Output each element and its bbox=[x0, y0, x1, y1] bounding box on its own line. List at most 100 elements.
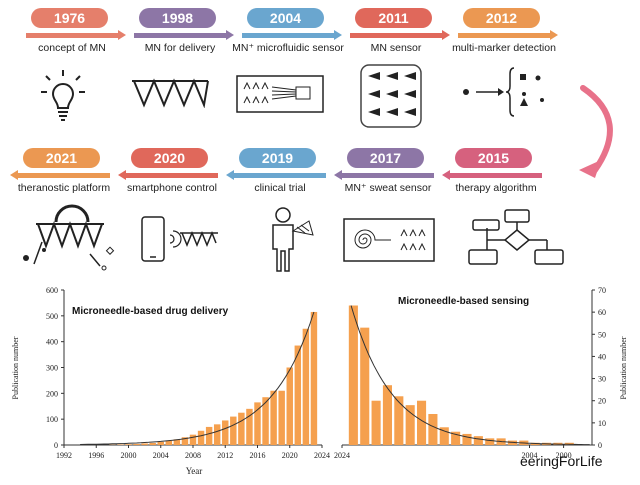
year-pill-2015: 2015 bbox=[455, 148, 532, 168]
milestone-label: multi-marker detection bbox=[452, 42, 556, 54]
curved-arrow-icon bbox=[579, 85, 613, 178]
y-tick-label: 70 bbox=[598, 286, 606, 295]
milestone-label: MN for delivery bbox=[144, 42, 216, 54]
y-tick-label: 500 bbox=[46, 312, 58, 321]
flowchart-icon bbox=[468, 209, 564, 265]
year-pill-2017: 2017 bbox=[347, 148, 424, 168]
timeline-bar bbox=[242, 33, 334, 38]
microneedle-array-icon bbox=[132, 78, 209, 108]
x-tick-label: 2000 bbox=[121, 451, 137, 460]
timeline-bar bbox=[342, 173, 434, 178]
x-tick-label: 2020 bbox=[282, 451, 298, 460]
x-tick-label: 2004 bbox=[522, 451, 538, 460]
theranostic-icon bbox=[23, 204, 115, 271]
bar bbox=[205, 426, 213, 445]
bar bbox=[473, 436, 483, 445]
y-tick-label: 60 bbox=[598, 308, 606, 317]
trend-curve bbox=[80, 311, 315, 445]
timeline-bar bbox=[126, 173, 218, 178]
x-tick-label: 2004 bbox=[153, 451, 169, 460]
bar bbox=[262, 397, 269, 445]
timeline-bar bbox=[450, 173, 542, 178]
bar bbox=[286, 367, 293, 445]
year-pill-2021: 2021 bbox=[23, 148, 100, 168]
y-tick-label: 20 bbox=[598, 397, 606, 406]
x-tick-label: 2012 bbox=[217, 451, 233, 460]
y-tick-label: 400 bbox=[46, 338, 58, 347]
microfluidic-chip-icon bbox=[236, 75, 324, 113]
timeline-bar bbox=[26, 33, 118, 38]
trend-curve bbox=[350, 305, 590, 446]
milestone-label: MN⁺ microfluidic sensor bbox=[232, 42, 344, 54]
bar bbox=[181, 437, 189, 445]
arrow-icon bbox=[550, 30, 558, 40]
y-tick-label: 50 bbox=[598, 330, 606, 339]
y-tick-label: 300 bbox=[46, 364, 58, 373]
bar bbox=[451, 431, 461, 445]
arrow-icon bbox=[226, 30, 234, 40]
bar bbox=[230, 416, 237, 445]
bar bbox=[117, 444, 124, 445]
watermark-text: eeringForLife bbox=[520, 453, 603, 469]
sweat-sensor-icon bbox=[343, 218, 435, 262]
timeline-bar bbox=[350, 33, 442, 38]
bar bbox=[310, 311, 318, 445]
bar bbox=[189, 434, 197, 445]
chart-title: Microneedle-based sensing bbox=[398, 296, 529, 307]
arrow-icon bbox=[226, 170, 234, 180]
bar bbox=[348, 305, 358, 445]
year-pill-1998: 1998 bbox=[139, 8, 216, 28]
milestone-label: clinical trial bbox=[254, 182, 306, 194]
bar bbox=[417, 400, 427, 445]
bar bbox=[197, 430, 205, 445]
y-tick-label: 200 bbox=[46, 389, 58, 398]
timeline-bar bbox=[458, 33, 550, 38]
milestone-label: theranostic platform bbox=[17, 182, 111, 194]
milestone-label: smartphone control bbox=[127, 182, 217, 194]
bar bbox=[428, 414, 438, 445]
multi-marker-icon bbox=[463, 67, 544, 117]
year-pill-2004: 2004 bbox=[247, 8, 324, 28]
bar bbox=[360, 327, 370, 445]
bar bbox=[173, 439, 181, 445]
year-pill-2011: 2011 bbox=[355, 8, 432, 28]
lightbulb-icon bbox=[41, 70, 85, 121]
bar bbox=[405, 405, 415, 445]
timeline-bar bbox=[134, 33, 226, 38]
year-pill-2019: 2019 bbox=[239, 148, 316, 168]
sensor-grid-icon bbox=[360, 64, 422, 128]
y-tick-label: 10 bbox=[598, 419, 606, 428]
bar bbox=[270, 390, 277, 445]
bar bbox=[157, 441, 164, 445]
year-pill-2012: 2012 bbox=[463, 8, 540, 28]
bar bbox=[294, 345, 302, 445]
x-tick-label: 1996 bbox=[88, 451, 104, 460]
bar bbox=[382, 385, 392, 445]
arrow-icon bbox=[442, 170, 450, 180]
bar bbox=[394, 396, 404, 445]
y-axis-label: Publication number bbox=[11, 336, 20, 399]
milestone-label: MN sensor bbox=[370, 42, 422, 54]
year-pill-2020: 2020 bbox=[131, 148, 208, 168]
x-tick-label: 1992 bbox=[56, 451, 72, 460]
person-patch-icon bbox=[272, 207, 314, 272]
timeline-bar bbox=[18, 173, 110, 178]
milestone-label: therapy algorithm bbox=[455, 182, 537, 194]
y-tick-label: 100 bbox=[46, 415, 58, 424]
milestone-label: concept of MN bbox=[38, 42, 106, 54]
arrow-icon bbox=[118, 170, 126, 180]
x-tick-label: 2024 bbox=[334, 451, 350, 460]
arrow-icon bbox=[10, 170, 18, 180]
bar bbox=[165, 440, 173, 445]
x-tick-label: 2008 bbox=[185, 451, 201, 460]
bar bbox=[302, 328, 310, 445]
bar bbox=[149, 442, 156, 445]
bar bbox=[141, 443, 148, 445]
arrow-icon bbox=[118, 30, 126, 40]
smartphone-icon bbox=[141, 216, 218, 262]
bar bbox=[439, 427, 449, 445]
bar bbox=[213, 424, 221, 445]
bar bbox=[238, 412, 245, 445]
bar bbox=[133, 443, 140, 445]
